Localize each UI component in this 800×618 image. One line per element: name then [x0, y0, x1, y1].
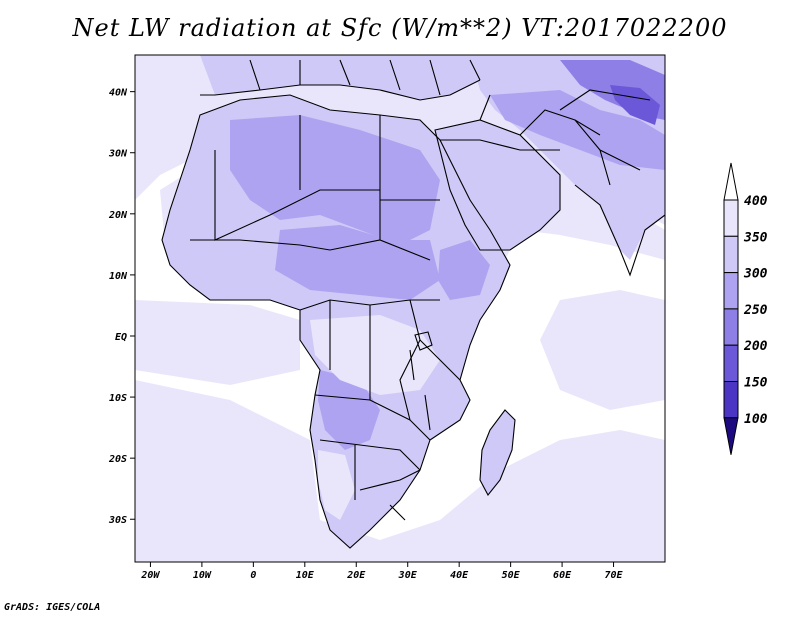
colorbar-segment	[723, 199, 739, 237]
light-patch-congo	[310, 315, 440, 395]
coastline-africa	[161, 94, 511, 549]
border-sahel	[190, 239, 431, 261]
lake-malawi	[424, 394, 431, 431]
lon-tick-label: 50E	[502, 570, 521, 581]
lon-tick-label: 10W	[193, 570, 212, 581]
dark-patch-iran	[490, 90, 665, 170]
axis-labels: 20W 10W 0 10E 20E 30E 40E 50E 60E 70E 40N 30N 20N 10N…	[108, 88, 624, 581]
dark-patch-sahara	[230, 115, 440, 245]
dark-patch-horn	[438, 240, 490, 300]
colorbar-segment	[723, 344, 739, 383]
lon-tick-label: 10E	[296, 570, 315, 581]
field-band-south-ocean	[135, 380, 665, 562]
map-title: Net LW radiation at Sfc (W/m**2) VT:2017…	[72, 14, 728, 42]
lon-tick-label: 20W	[140, 570, 160, 581]
colorbar-label: 100	[744, 412, 768, 427]
colorbar-segment	[723, 381, 739, 419]
arabian-peninsula	[435, 120, 560, 250]
coastline-europe	[200, 79, 481, 101]
colorbar-segment	[723, 308, 739, 346]
colorbar-label: 250	[743, 303, 768, 318]
coastline-india	[574, 184, 665, 277]
colorbar-label: 350	[743, 230, 768, 245]
light-patch-indian-ocean	[540, 290, 665, 410]
colorbar: 400 350 300 250 200 150 100	[723, 162, 768, 455]
dark-patch-southern-africa	[318, 370, 380, 450]
colorbar-segment	[723, 235, 739, 274]
border-south-2	[354, 445, 421, 521]
lat-tick-label: 30N	[108, 149, 128, 160]
colorbar-segment	[723, 272, 739, 310]
colorbar-label: 300	[743, 267, 768, 282]
lake-victoria	[414, 331, 433, 351]
lon-tick-label: 0	[250, 570, 256, 581]
lat-tick-label: 10N	[109, 271, 128, 282]
light-patch-namib	[318, 450, 355, 520]
lon-tick-label: 60E	[553, 570, 572, 581]
border-asia	[559, 89, 651, 186]
colorbar-label: 200	[743, 339, 768, 354]
colorbar-label: 150	[744, 376, 768, 391]
lat-tick-label: 30S	[108, 515, 127, 526]
lat-tick-label: 10S	[109, 393, 127, 404]
lon-tick-label: 40E	[450, 570, 469, 581]
lon-tick-label: 30E	[398, 570, 418, 581]
map-plot-area	[135, 55, 665, 562]
grads-credit: GrADS: IGES/COLA	[4, 602, 101, 613]
border-sahara-2	[299, 115, 440, 240]
boundary-lines	[161, 59, 665, 549]
dark-patch-sahel	[275, 225, 440, 300]
border-sahara-1	[214, 150, 380, 241]
border-south-1	[314, 394, 421, 471]
lon-tick-label: 70E	[605, 570, 624, 581]
light-patch-atlantic	[135, 300, 300, 385]
border-central	[299, 299, 440, 400]
border-east	[399, 299, 461, 441]
lake-tanganyika	[409, 349, 415, 381]
coastline-arabia	[434, 119, 561, 251]
colorbar-bottom-arrow	[723, 417, 739, 455]
madagascar	[480, 410, 515, 495]
lat-tick-label: EQ	[115, 332, 127, 343]
lon-tick-label: 20E	[346, 570, 366, 581]
colorbar-top-arrow	[723, 162, 739, 201]
lat-tick-label: 20N	[108, 210, 128, 221]
axis-ticks	[130, 91, 615, 567]
lat-tick-label: 40N	[109, 88, 128, 99]
border-europe	[249, 59, 481, 96]
plot-frame	[134, 54, 666, 563]
lat-tick-label: 20S	[108, 454, 127, 465]
coastline-madagascar	[479, 409, 516, 496]
colorbar-label: 400	[744, 194, 768, 209]
border-middle-east	[440, 94, 601, 151]
